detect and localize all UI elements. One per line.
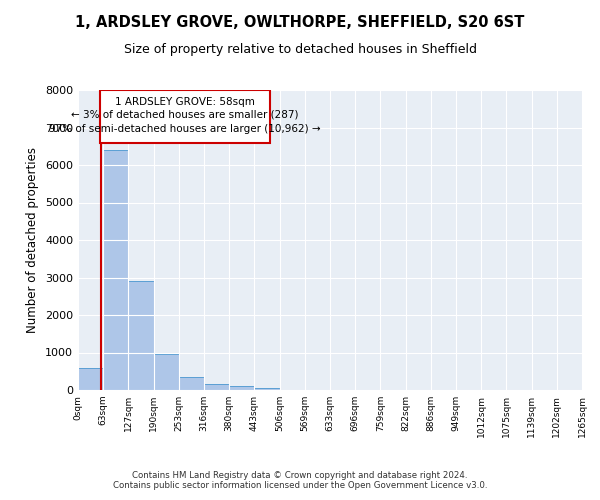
Bar — [179, 376, 204, 390]
Bar — [103, 150, 128, 390]
Text: 1 ARDSLEY GROVE: 58sqm: 1 ARDSLEY GROVE: 58sqm — [115, 97, 254, 107]
Bar — [229, 386, 254, 390]
Bar — [128, 280, 154, 390]
Text: Size of property relative to detached houses in Sheffield: Size of property relative to detached ho… — [124, 42, 476, 56]
Bar — [254, 388, 280, 390]
Bar — [78, 368, 103, 390]
Text: ← 3% of detached houses are smaller (287): ← 3% of detached houses are smaller (287… — [71, 110, 298, 120]
Bar — [100, 90, 269, 142]
Text: Contains HM Land Registry data © Crown copyright and database right 2024.
Contai: Contains HM Land Registry data © Crown c… — [113, 470, 487, 490]
Bar — [204, 384, 229, 390]
Y-axis label: Number of detached properties: Number of detached properties — [26, 147, 40, 333]
Text: 1, ARDSLEY GROVE, OWLTHORPE, SHEFFIELD, S20 6ST: 1, ARDSLEY GROVE, OWLTHORPE, SHEFFIELD, … — [76, 15, 524, 30]
Bar — [154, 354, 179, 390]
Text: 97% of semi-detached houses are larger (10,962) →: 97% of semi-detached houses are larger (… — [49, 124, 320, 134]
